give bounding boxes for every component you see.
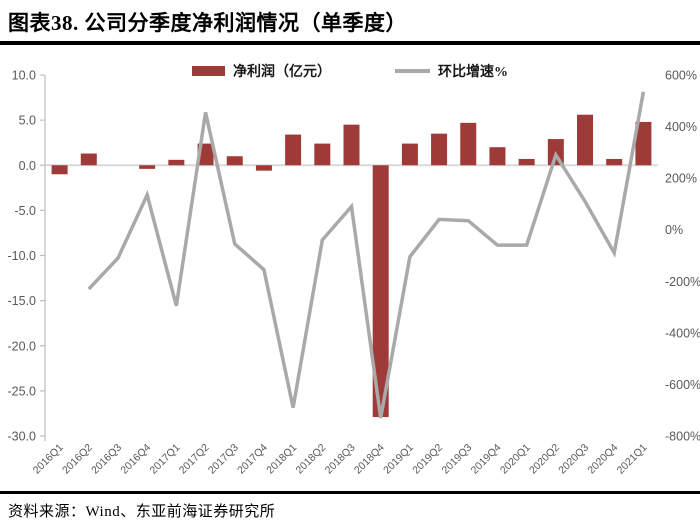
x-axis-label: 2019Q1 <box>381 442 416 477</box>
x-axis-label: 2018Q2 <box>294 442 329 477</box>
right-axis-tick-label: 600% <box>665 69 697 83</box>
right-axis-tick-label: 0% <box>665 223 683 237</box>
net-profit-bar <box>255 165 272 171</box>
net-profit-bar <box>168 159 185 166</box>
net-profit-bar <box>372 165 389 418</box>
right-axis-tick-label: -800% <box>665 430 700 444</box>
x-axis-label: 2020Q2 <box>527 442 562 477</box>
net-profit-bar <box>139 165 156 169</box>
left-axis-tick-label: -30.0 <box>8 430 37 444</box>
left-axis-tick-label: 10.0 <box>12 69 36 83</box>
net-profit-bar <box>577 114 594 166</box>
x-axis-label: 2017Q4 <box>235 442 270 477</box>
x-axis-label: 2021Q1 <box>615 442 650 477</box>
x-axis-label: 2017Q1 <box>148 442 183 477</box>
x-axis-label: 2020Q1 <box>498 442 533 477</box>
combo-chart-canvas: 10.0 5.0 0.0 -5.0 -10.0 -15.0 -20.0 -25.0 -30.0 6… <box>8 69 700 477</box>
x-axis-label: 2016Q1 <box>31 442 66 477</box>
x-axis-label: 2019Q2 <box>410 442 445 477</box>
net-profit-bar <box>606 158 623 166</box>
x-axis-label: 2020Q4 <box>585 442 620 477</box>
x-axis-label: 2016Q3 <box>89 442 124 477</box>
x-axis-label: 2017Q3 <box>206 442 241 477</box>
net-profit-bar <box>226 156 243 166</box>
x-axis-label: 2018Q3 <box>323 442 358 477</box>
net-profit-bar <box>489 147 506 166</box>
net-profit-bar <box>431 133 448 166</box>
left-axis-tick-label: -15.0 <box>8 294 37 308</box>
left-axis-tick-label: 5.0 <box>19 114 36 128</box>
right-axis-tick-label: -400% <box>665 326 700 340</box>
right-axis-tick-label: 200% <box>665 172 697 186</box>
left-axis-tick-label: -25.0 <box>8 384 37 398</box>
net-profit-bar <box>635 121 652 166</box>
chart-area: 10.0 5.0 0.0 -5.0 -10.0 -15.0 -20.0 -25.0 -30.0 6… <box>0 45 700 491</box>
chart-title: 图表38. 公司分季度净利润情况（单季度） <box>0 0 700 45</box>
net-profit-bar <box>343 124 360 166</box>
net-profit-bar <box>51 165 68 175</box>
right-axis-tick-label: -200% <box>665 275 700 289</box>
x-axis-label: 2018Q1 <box>264 442 299 477</box>
x-axis-label: 2016Q2 <box>60 442 95 477</box>
source-note: 资料来源：Wind、东亚前海证券研究所 <box>0 491 700 525</box>
net-profit-bar <box>518 158 535 166</box>
right-axis-tick-label: 400% <box>665 120 697 134</box>
growth-rate-line <box>87 91 646 419</box>
left-axis-tick-label: 0.0 <box>19 159 36 173</box>
left-axis-tick-label: -10.0 <box>8 249 37 263</box>
right-axis-tick-label: -600% <box>665 378 700 392</box>
net-profit-bar <box>460 122 477 166</box>
left-axis-tick-label: -20.0 <box>8 339 37 353</box>
x-axis-label: 2016Q4 <box>118 442 153 477</box>
net-profit-bar <box>401 143 418 166</box>
net-profit-bar <box>80 153 97 166</box>
net-profit-bar <box>314 143 331 166</box>
x-axis-label: 2017Q2 <box>177 442 212 477</box>
net-profit-bar <box>285 134 302 166</box>
x-axis-label: 2019Q4 <box>469 442 504 477</box>
x-axis-label: 2019Q3 <box>439 442 474 477</box>
left-axis-tick-label: -5.0 <box>14 204 36 218</box>
x-axis-label: 2020Q3 <box>556 442 591 477</box>
x-axis-label: 2018Q4 <box>352 442 387 477</box>
